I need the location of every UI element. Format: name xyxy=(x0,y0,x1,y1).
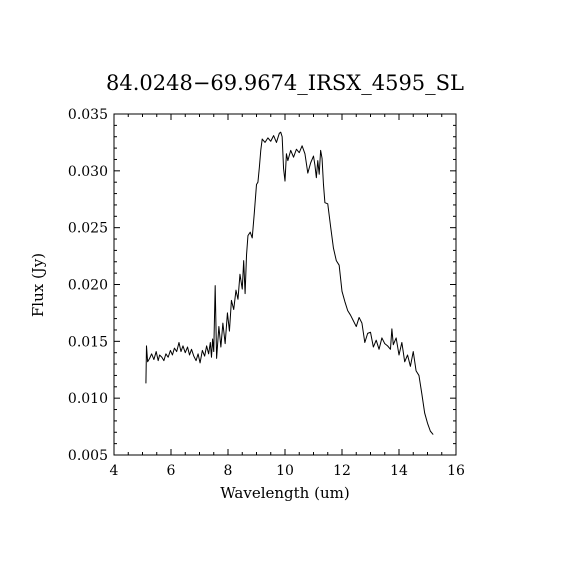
x-tick-label: 14 xyxy=(390,463,408,479)
x-tick-label: 4 xyxy=(110,463,119,479)
x-tick-label: 12 xyxy=(333,463,351,479)
y-tick-label: 0.010 xyxy=(68,391,108,407)
y-tick-label: 0.015 xyxy=(68,334,108,350)
ticks-layer xyxy=(113,113,457,456)
x-tick-label: 8 xyxy=(224,463,233,479)
y-tick-label: 0.020 xyxy=(68,278,108,294)
y-tick-label: 0.025 xyxy=(68,221,108,237)
plot-frame xyxy=(113,113,457,456)
x-axis-label: Wavelength (um) xyxy=(220,484,349,502)
y-tick-label: 0.035 xyxy=(68,107,108,123)
series-line xyxy=(145,131,434,435)
x-tick-label: 6 xyxy=(167,463,176,479)
y-tick-label: 0.030 xyxy=(68,164,108,180)
tick-labels-layer: 4 6 8 10 12 14 16 0.005 0.010 0.015 0.020 0.025 0.03… xyxy=(68,107,465,479)
y-tick-label: 0.005 xyxy=(68,448,108,464)
x-tick-label: 10 xyxy=(276,463,294,479)
x-tick-label: 16 xyxy=(447,463,465,479)
chart-title: 84.0248−69.9674_IRSX_4595_SL xyxy=(106,71,464,95)
y-axis-label: Flux (Jy) xyxy=(29,253,47,317)
